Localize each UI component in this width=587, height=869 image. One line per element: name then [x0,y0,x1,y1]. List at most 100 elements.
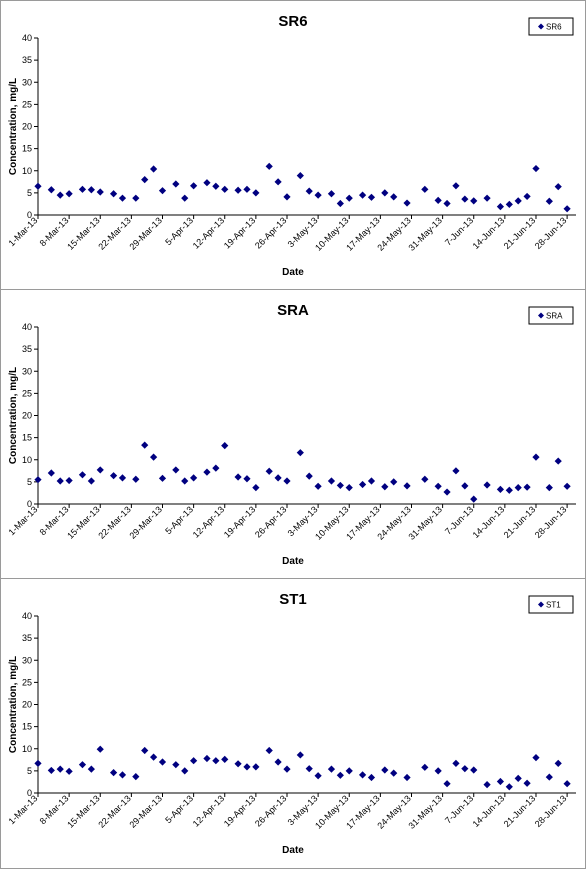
x-tick-label: 7-Jun-13 [443,793,475,825]
y-tick-label: 35 [22,55,32,65]
data-point [87,477,95,485]
data-point [243,185,251,193]
data-point [150,165,158,173]
data-point [132,773,140,781]
data-point [470,495,478,503]
legend-label: SRA [546,312,563,321]
chart-svg-st1: ST1 ST105101520253035401-Mar-138-Mar-1315… [7,591,576,856]
data-point [141,176,149,184]
data-point [314,772,322,780]
data-point [443,199,451,208]
data-point [212,182,220,190]
x-tick-label: 29-Mar-13 [127,504,163,540]
x-tick-label: 7-Jun-13 [443,504,475,536]
legend-label: ST1 [546,601,561,610]
data-point [496,202,505,211]
data-point [78,185,87,193]
x-tick-label: 5-Apr-13 [163,793,195,825]
y-tick-label: 30 [22,77,32,87]
data-point [358,480,367,489]
data-point [452,467,460,475]
data-point [403,199,411,207]
y-tick-label: 25 [22,677,32,687]
data-point [87,186,95,194]
y-tick-label: 10 [22,166,32,176]
data-point [158,474,167,482]
chart-svg-sr6: SR6 SR605101520253035401-Mar-138-Mar-1315… [7,13,576,278]
data-point [483,194,491,202]
data-point [203,468,211,476]
y-axis-label: Concentration, mg/L [8,367,19,464]
data-point [296,751,304,759]
y-tick-label: 20 [22,122,32,132]
data-point [243,475,251,483]
x-tick-label: 1-Mar-13 [7,793,40,826]
x-tick-label: 29-Mar-13 [127,793,163,829]
data-point [327,190,336,198]
data-point [532,453,540,461]
data-point [336,199,344,208]
y-tick-label: 5 [27,188,32,198]
data-point [118,474,127,482]
x-tick-label: 5-Apr-13 [163,215,195,247]
data-point [523,779,531,787]
x-tick-label: 12-Apr-13 [191,215,226,250]
data-point [181,194,189,202]
data-point [367,773,376,782]
data-point [109,472,118,480]
data-point [181,477,189,485]
data-point [274,178,282,186]
data-point [390,193,398,201]
x-tick-label: 15-Mar-13 [65,504,101,540]
chart-title: ST1 [279,591,307,608]
data-point [47,469,55,477]
data-point [390,769,398,777]
data-point [461,195,469,203]
data-point [141,441,149,449]
data-point [381,766,389,774]
data-point [563,205,571,213]
data-point [563,482,571,490]
data-point [87,765,95,773]
x-axis-label: Date [282,845,304,856]
data-point [296,172,304,180]
data-point [234,760,242,768]
data-point [234,186,242,194]
series-st1 [34,745,571,791]
data-point [443,780,451,788]
data-point [314,191,322,199]
x-tick-label: 26-Apr-13 [253,793,288,828]
legend: SRA [528,306,574,325]
data-point [47,766,55,775]
y-axis-label: Concentration, mg/L [8,78,19,175]
data-point [381,483,389,491]
data-point [523,483,531,491]
x-tick-label: 19-Apr-13 [222,504,257,539]
data-point [461,765,469,773]
data-point [78,471,87,479]
data-point [274,758,282,766]
y-tick-label: 5 [27,766,32,776]
x-tick-label: 28-Jun-13 [533,504,569,540]
x-tick-label: 14-Jun-13 [471,793,507,829]
data-point [545,773,553,781]
y-tick-label: 40 [22,33,32,43]
data-point [109,769,118,777]
data-point [56,765,64,773]
data-point [234,473,242,481]
data-point [283,765,291,773]
data-point [554,759,562,767]
data-point [141,746,149,755]
data-point [56,191,64,199]
data-point [296,449,304,457]
data-point [314,482,322,490]
y-tick-label: 25 [22,388,32,398]
x-tick-label: 12-Apr-13 [191,504,226,539]
x-tick-label: 15-Mar-13 [65,793,101,829]
data-point [532,164,540,173]
x-tick-label: 31-May-13 [407,215,444,252]
y-tick-label: 20 [22,700,32,710]
data-point [563,780,571,788]
data-point [523,192,531,201]
chart-panel-sra: SRA SRA 0 5 10 15 20 25 30 35 40 1-Mar-13 8-Mar-13 15… [0,289,586,579]
